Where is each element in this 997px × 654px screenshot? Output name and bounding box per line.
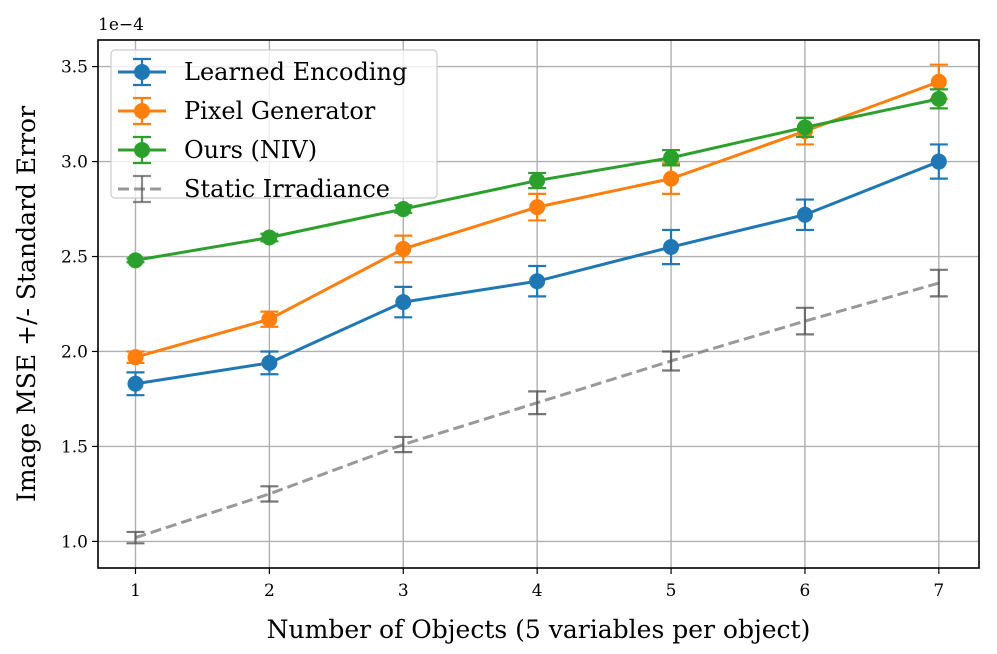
- legend-item: Pixel Generator: [118, 96, 376, 126]
- axis-ticks: 1 2 3 4 5 6 7 1.0 1.5 2.0 2.5 3.0 3.5: [61, 58, 944, 601]
- legend-label: Pixel Generator: [184, 97, 376, 125]
- error-bar: [795, 306, 814, 336]
- error-bar: [929, 268, 948, 298]
- plot-frame: [97, 39, 980, 569]
- error-bar: [260, 485, 279, 503]
- data-point-marker: [930, 73, 947, 90]
- x-tick-label: 2: [264, 581, 275, 601]
- data-point-marker: [930, 153, 947, 170]
- data-point-marker: [395, 201, 412, 218]
- legend-box: [110, 49, 438, 199]
- data-point-marker: [127, 252, 144, 269]
- data-point-marker: [127, 349, 144, 366]
- error-bar: [394, 435, 413, 454]
- data-point-marker: [261, 354, 278, 371]
- y-tick-label: 3.0: [61, 153, 88, 173]
- legend-item: Ours (NIV): [118, 135, 317, 165]
- data-point-marker: [261, 229, 278, 246]
- legend-marker-icon: [134, 142, 150, 158]
- data-point-marker: [796, 206, 813, 223]
- x-tick-label: 1: [130, 581, 141, 601]
- data-point-marker: [796, 119, 813, 136]
- data-point-marker: [529, 172, 546, 189]
- x-tick-label: 3: [398, 581, 409, 601]
- legend-label: Static Irradiance: [184, 175, 390, 203]
- data-point-marker: [395, 240, 412, 257]
- legend-item: Static Irradiance: [118, 174, 390, 204]
- data-point-marker: [930, 90, 947, 107]
- data-point-marker: [529, 273, 546, 290]
- x-tick-label: 4: [532, 581, 543, 601]
- x-axis-label: Number of Objects (5 variables per objec…: [267, 615, 811, 644]
- error-bar: [528, 390, 547, 416]
- y-tick-label: 3.5: [61, 58, 88, 78]
- y-tick-label: 2.0: [61, 342, 88, 362]
- legend-label: Ours (NIV): [184, 136, 317, 164]
- series-learned-encoding: [126, 143, 948, 397]
- series-static-irradiance: [126, 268, 948, 545]
- legend-item: Learned Encoding: [118, 57, 407, 87]
- error-bar: [662, 350, 681, 372]
- data-point-marker: [663, 149, 680, 166]
- x-tick-label: 5: [666, 581, 677, 601]
- data-point-marker: [663, 239, 680, 256]
- data-series: [126, 63, 948, 545]
- x-tick-label: 6: [800, 581, 811, 601]
- legend-marker-icon: [134, 64, 150, 80]
- legend-marker-icon: [134, 103, 150, 119]
- data-point-marker: [127, 375, 144, 392]
- data-point-marker: [663, 170, 680, 187]
- y-tick-label: 1.0: [61, 532, 88, 552]
- y-axis-offset-label: 1e−4: [98, 15, 144, 35]
- y-tick-label: 1.5: [61, 437, 88, 457]
- legend: Learned Encoding Pixel Generator Ours (NIV…: [110, 49, 438, 204]
- series-ours-niv: [126, 88, 948, 269]
- y-tick-label: 2.5: [61, 248, 88, 268]
- legend-label: Learned Encoding: [184, 58, 407, 86]
- error-bar: [126, 530, 145, 545]
- data-point-marker: [395, 294, 412, 311]
- x-tick-label: 7: [933, 581, 944, 601]
- data-point-marker: [261, 311, 278, 328]
- y-axis-label: Image MSE +/- Standard Error: [12, 106, 41, 502]
- data-point-marker: [529, 199, 546, 216]
